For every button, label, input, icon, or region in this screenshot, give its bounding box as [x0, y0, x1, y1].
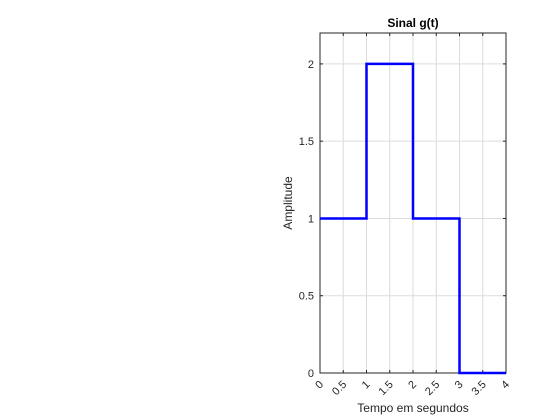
- x-tick-label: 2: [406, 379, 419, 392]
- series-line: [320, 62, 506, 375]
- y-tick-label: 2: [308, 59, 314, 71]
- y-tick-label: 0.5: [299, 291, 314, 303]
- x-tick-label: 0.5: [330, 379, 349, 398]
- x-tick-label: 3: [453, 379, 466, 392]
- y-tick-label: 1: [308, 213, 314, 225]
- chart-title: Sinal g(t): [387, 16, 438, 30]
- x-tick-label: 0: [313, 379, 326, 392]
- series-layer: [320, 62, 506, 375]
- x-tick-label: 4: [499, 379, 512, 392]
- x-tick-label: 1.5: [377, 379, 396, 398]
- y-tick-label: 1.5: [299, 136, 314, 148]
- x-tick-labels: 0 0.5 1 1.5 2 2.5 3 3.5 4: [313, 379, 512, 398]
- x-tick-label: 1: [360, 379, 373, 392]
- y-axis-label: Amplitude: [281, 176, 295, 230]
- y-tick-labels: 0 0.5 1 1.5 2: [299, 59, 314, 380]
- x-tick-label: 2.5: [423, 379, 442, 398]
- x-axis-label: Tempo em segundos: [357, 401, 468, 415]
- x-tick-label: 3.5: [470, 379, 489, 398]
- y-tick-label: 0: [308, 368, 314, 380]
